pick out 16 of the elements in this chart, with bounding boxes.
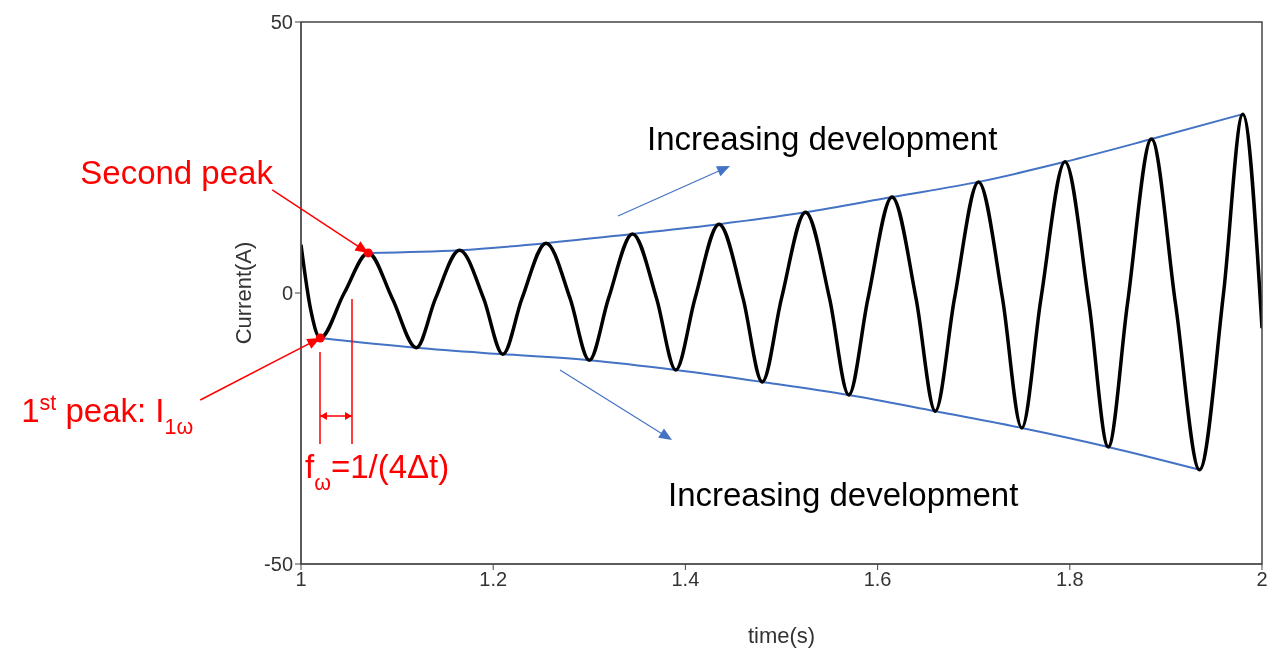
x-tick-label: 1.2 xyxy=(479,568,508,591)
annotation: Increasing development xyxy=(647,120,998,157)
y-axis-title: Current(A) xyxy=(231,241,256,345)
x-tick-label: 1.6 xyxy=(863,568,892,591)
annotation: Increasing development xyxy=(668,476,1019,513)
x-tick-label: 2 xyxy=(1256,568,1268,591)
annotation: Second peak xyxy=(80,153,274,191)
y-tick-label: 0 xyxy=(281,282,293,305)
x-tick-label: 1.8 xyxy=(1055,568,1084,591)
annotation: 1$^{st}$ peak: I$_{1ω}$ xyxy=(21,390,194,439)
y-tick-label: -50 xyxy=(264,553,293,576)
x-tick-label: 1.4 xyxy=(671,568,700,591)
x-tick-label: 1 xyxy=(295,568,307,591)
annotation: f$_{ω}$=1/(4Δt) xyxy=(305,448,450,495)
y-tick-label: 50 xyxy=(270,11,293,34)
x-axis-title: time(s) xyxy=(747,623,816,648)
